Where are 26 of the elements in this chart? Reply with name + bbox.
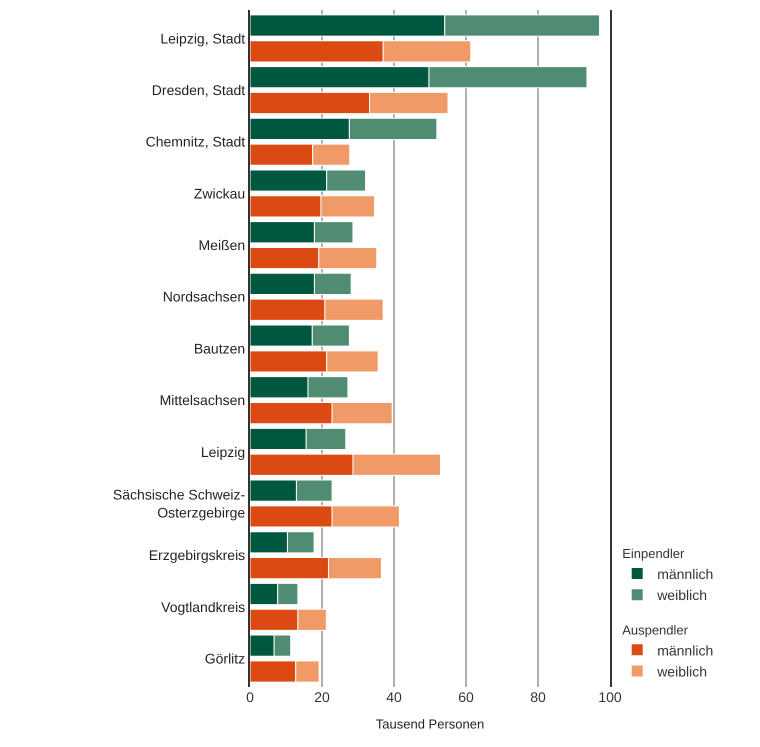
x-tick-label: 40: [386, 689, 402, 705]
y-tick-label: Bautzen: [194, 340, 246, 356]
y-tick-label: Görlitz: [204, 650, 246, 666]
y-tick-label: Leipzig, Stadt: [160, 30, 246, 46]
y-tick-label: Nordsachsen: [162, 288, 246, 305]
y-tick-label: Mittelsachsen: [160, 392, 246, 408]
legend-label: weiblich: [656, 587, 708, 604]
x-tick-label: 100: [598, 689, 622, 705]
text: Einpendler: [622, 546, 686, 562]
y-tick-label: Leipzig: [200, 444, 246, 460]
legend-label: weiblich: [656, 663, 708, 680]
y-tick-label: Erzgebirgskreis: [148, 547, 246, 564]
x-tick-label: 0: [246, 689, 254, 705]
legend-label: männlich: [657, 566, 714, 582]
x-tick-label: 80: [530, 689, 546, 705]
text: Auspendler: [622, 622, 689, 638]
y-tick-label: Meißen: [198, 237, 246, 254]
x-axis-title: Tausend Personen: [376, 716, 484, 732]
y-tick-label: Sächsische Schweiz-Osterzgebirge: [112, 486, 246, 521]
x-tick-label: 20: [314, 689, 330, 705]
y-tick-label: Zwickau: [194, 185, 246, 202]
y-tick-label: Chemnitz, Stadt: [146, 134, 246, 150]
y-tick-label: Dresden, Stadt: [152, 82, 246, 98]
y-tick-label: Vogtlandkreis: [161, 598, 246, 615]
legend-label: männlich: [657, 642, 714, 658]
x-tick-label: 60: [458, 689, 474, 705]
